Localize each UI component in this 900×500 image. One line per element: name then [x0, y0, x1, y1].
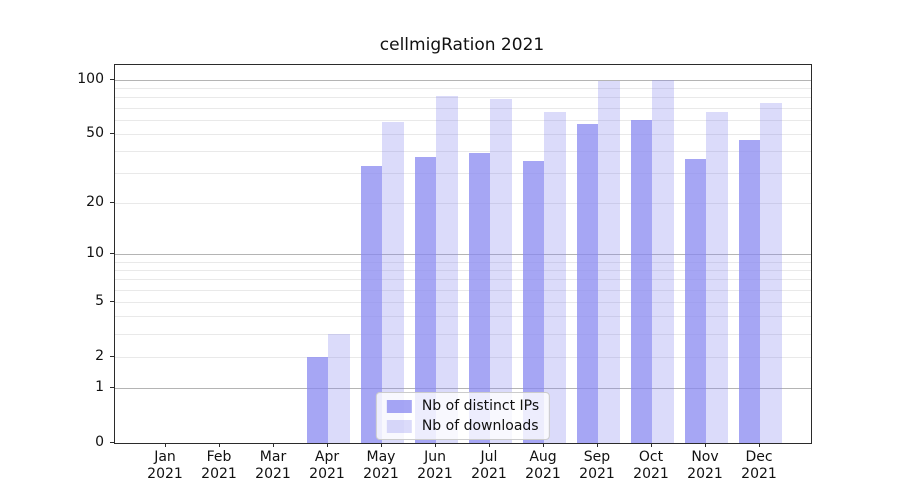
gridline-70	[115, 107, 811, 109]
grid-layer	[115, 65, 811, 443]
x-tick-jun	[435, 443, 436, 447]
gridline-4	[115, 316, 811, 318]
bar-downloads-nov	[706, 112, 728, 443]
y-tick-1	[110, 387, 114, 389]
gridline-40	[115, 150, 811, 152]
bar-downloads-oct	[652, 79, 674, 443]
y-tick-label-100: 100	[77, 70, 104, 87]
x-tick-label-may: May 2021	[363, 449, 399, 482]
x-tick-label-jun: Jun 2021	[417, 449, 453, 482]
gridline-1	[115, 388, 811, 390]
legend-label-distinct-ips: Nb of distinct IPs	[421, 398, 540, 414]
x-tick-jan	[165, 443, 166, 447]
bar-downloads-sep	[598, 81, 620, 443]
bar-ips-aug	[522, 161, 544, 443]
bars-layer	[115, 65, 811, 443]
chart-title: cellmigRation 2021	[379, 35, 545, 55]
legend: Nb of distinct IPs Nb of downloads	[375, 392, 551, 440]
gridline-5	[115, 302, 811, 304]
bar-ips-sep	[576, 123, 598, 443]
gridline-6	[115, 289, 811, 291]
x-tick-aug	[543, 443, 544, 447]
y-tick-label-50: 50	[86, 124, 104, 141]
bar-ips-nov	[684, 158, 706, 443]
x-tick-label-oct: Oct 2021	[633, 449, 669, 482]
gridline-2	[115, 356, 811, 358]
bar-downloads-jun	[436, 96, 458, 443]
x-tick-label-mar: Mar 2021	[255, 449, 291, 482]
bar-downloads-apr	[328, 333, 350, 443]
bar-ips-may	[360, 165, 382, 443]
legend-item-downloads: Nb of downloads	[386, 418, 539, 434]
y-tick-20	[110, 202, 114, 204]
gridline-100	[115, 79, 811, 81]
bar-ips-jul	[468, 152, 490, 443]
x-tick-label-jul: Jul 2021	[471, 449, 507, 482]
bar-ips-dec	[738, 140, 760, 443]
legend-swatch-downloads	[386, 419, 412, 433]
x-tick-label-sep: Sep 2021	[579, 449, 615, 482]
x-tick-may	[381, 443, 382, 447]
legend-item-distinct-ips: Nb of distinct IPs	[386, 398, 540, 414]
x-tick-feb	[219, 443, 220, 447]
y-tick-5	[110, 301, 114, 303]
x-tick-oct	[651, 443, 652, 447]
y-tick-10	[110, 253, 114, 255]
y-tick-2	[110, 355, 114, 357]
gridline-30	[115, 172, 811, 174]
x-tick-apr	[327, 443, 328, 447]
bar-downloads-dec	[760, 103, 782, 443]
y-tick-label-0: 0	[95, 434, 104, 450]
y-tick-50	[110, 132, 114, 134]
x-tick-sep	[597, 443, 598, 447]
bar-ips-apr	[306, 356, 328, 443]
legend-label-downloads: Nb of downloads	[421, 418, 539, 434]
bar-ips-oct	[630, 119, 652, 443]
x-tick-jul	[489, 443, 490, 447]
x-tick-mar	[273, 443, 274, 447]
y-tick-0	[110, 442, 114, 443]
bar-downloads-jul	[490, 99, 512, 443]
bar-ips-jun	[414, 156, 436, 443]
gridline-80	[115, 97, 811, 99]
x-tick-label-nov: Nov 2021	[687, 449, 723, 482]
x-tick-dec	[759, 443, 760, 447]
gridline-9	[115, 261, 811, 263]
y-tick-100	[110, 78, 114, 80]
y-tick-label-20: 20	[86, 194, 104, 211]
gridline-90	[115, 88, 811, 90]
x-tick-label-dec: Dec 2021	[741, 449, 777, 482]
plot-area: Nb of distinct IPs Nb of downloads	[114, 64, 812, 444]
gridline-60	[115, 119, 811, 121]
gridline-8	[115, 270, 811, 272]
y-tick-label-5: 5	[95, 293, 104, 310]
bar-downloads-aug	[544, 112, 566, 443]
gridline-20	[115, 203, 811, 205]
y-tick-label-10: 10	[86, 245, 104, 262]
y-tick-label-2: 2	[95, 347, 104, 364]
y-tick-label-1: 1	[95, 379, 104, 396]
x-tick-label-jan: Jan 2021	[147, 449, 183, 482]
legend-swatch-distinct-ips	[386, 399, 412, 413]
x-tick-label-aug: Aug 2021	[525, 449, 561, 482]
gridline-50	[115, 133, 811, 135]
x-tick-label-apr: Apr 2021	[309, 449, 345, 482]
gridline-3	[115, 333, 811, 335]
bar-downloads-may	[382, 122, 404, 443]
x-tick-label-feb: Feb 2021	[201, 449, 237, 482]
x-tick-nov	[705, 443, 706, 447]
gridline-7	[115, 279, 811, 281]
gridline-10	[115, 254, 811, 256]
